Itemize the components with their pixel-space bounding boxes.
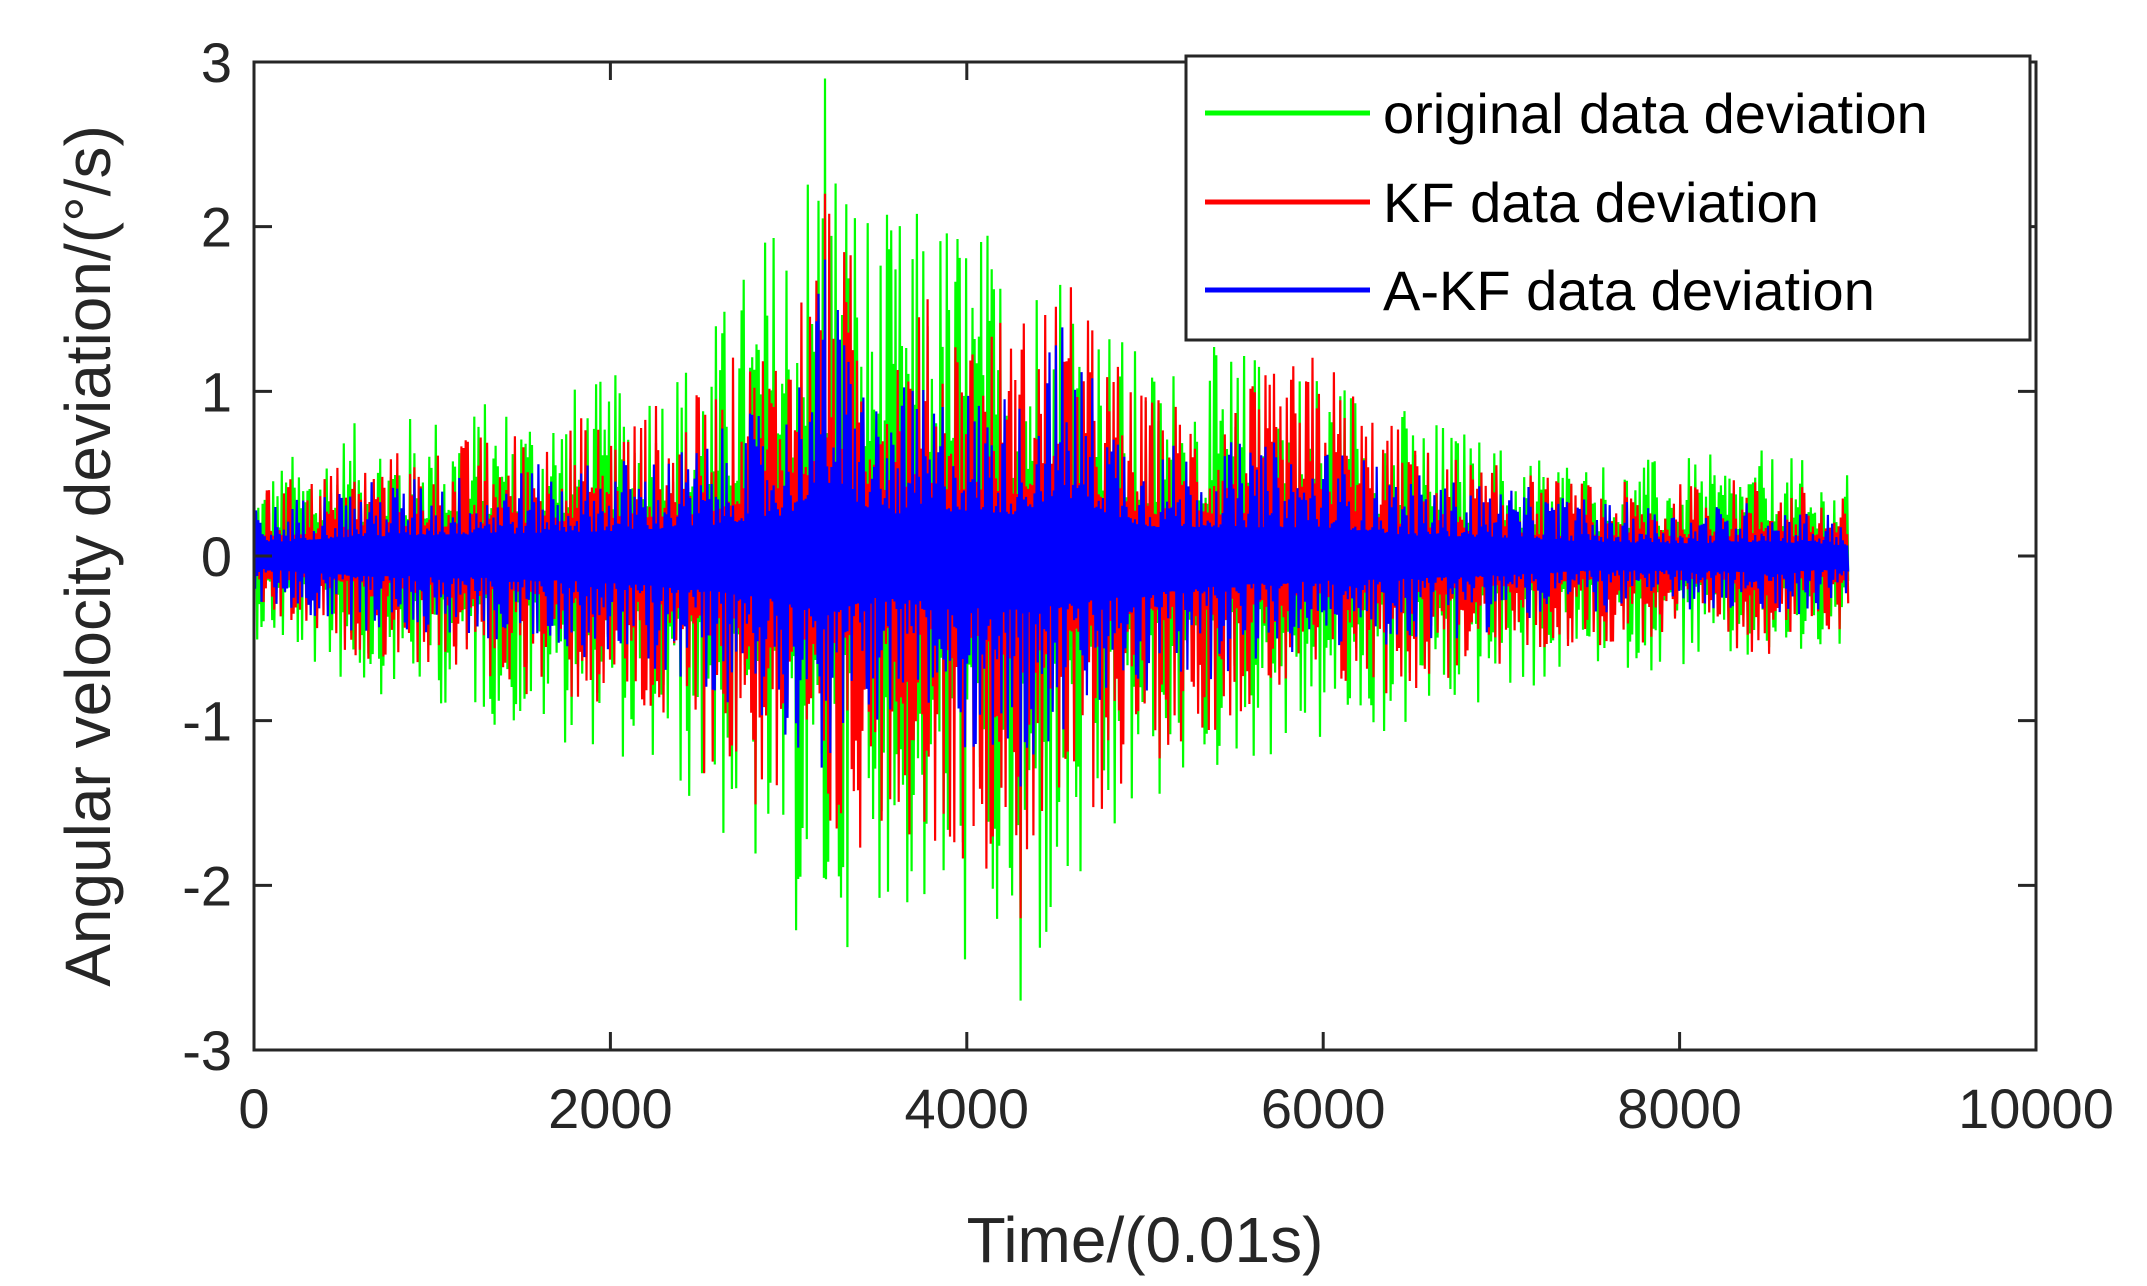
x-tick-label: 4000 (905, 1077, 1030, 1140)
y-tick-label: 1 (201, 360, 232, 423)
y-tick-label: -2 (182, 854, 232, 917)
legend-label-akf: A-KF data deviation (1383, 259, 1875, 322)
legend-label-original: original data deviation (1383, 82, 1928, 145)
x-tick-label: 10000 (1958, 1077, 2114, 1140)
series-line-2 (254, 259, 1850, 787)
x-axis-title: Time/(0.01s) (967, 1204, 1324, 1276)
legend-label-kf: KF data deviation (1383, 171, 1819, 234)
y-tick-label: 3 (201, 31, 232, 94)
legend: original data deviation KF data deviatio… (1184, 54, 2032, 342)
tick-labels: 0 2000 4000 6000 8000 10000 -3 -2 -1 0 1 2 3 (182, 31, 2114, 1140)
y-tick-label: -1 (182, 690, 232, 753)
x-tick-label: 8000 (1617, 1077, 1742, 1140)
y-tick-label: 2 (201, 196, 232, 259)
y-axis-title: Angular velocity deviation/(°/s) (52, 125, 124, 987)
x-tick-label: 2000 (548, 1077, 673, 1140)
x-tick-label: 6000 (1261, 1077, 1386, 1140)
y-tick-label: 0 (201, 525, 232, 588)
plot-frame (252, 60, 2038, 1052)
x-tick-label: 0 (238, 1077, 269, 1140)
legend-box (1184, 54, 2032, 342)
series-layer (254, 78, 1850, 1001)
y-tick-label: -3 (182, 1019, 232, 1082)
